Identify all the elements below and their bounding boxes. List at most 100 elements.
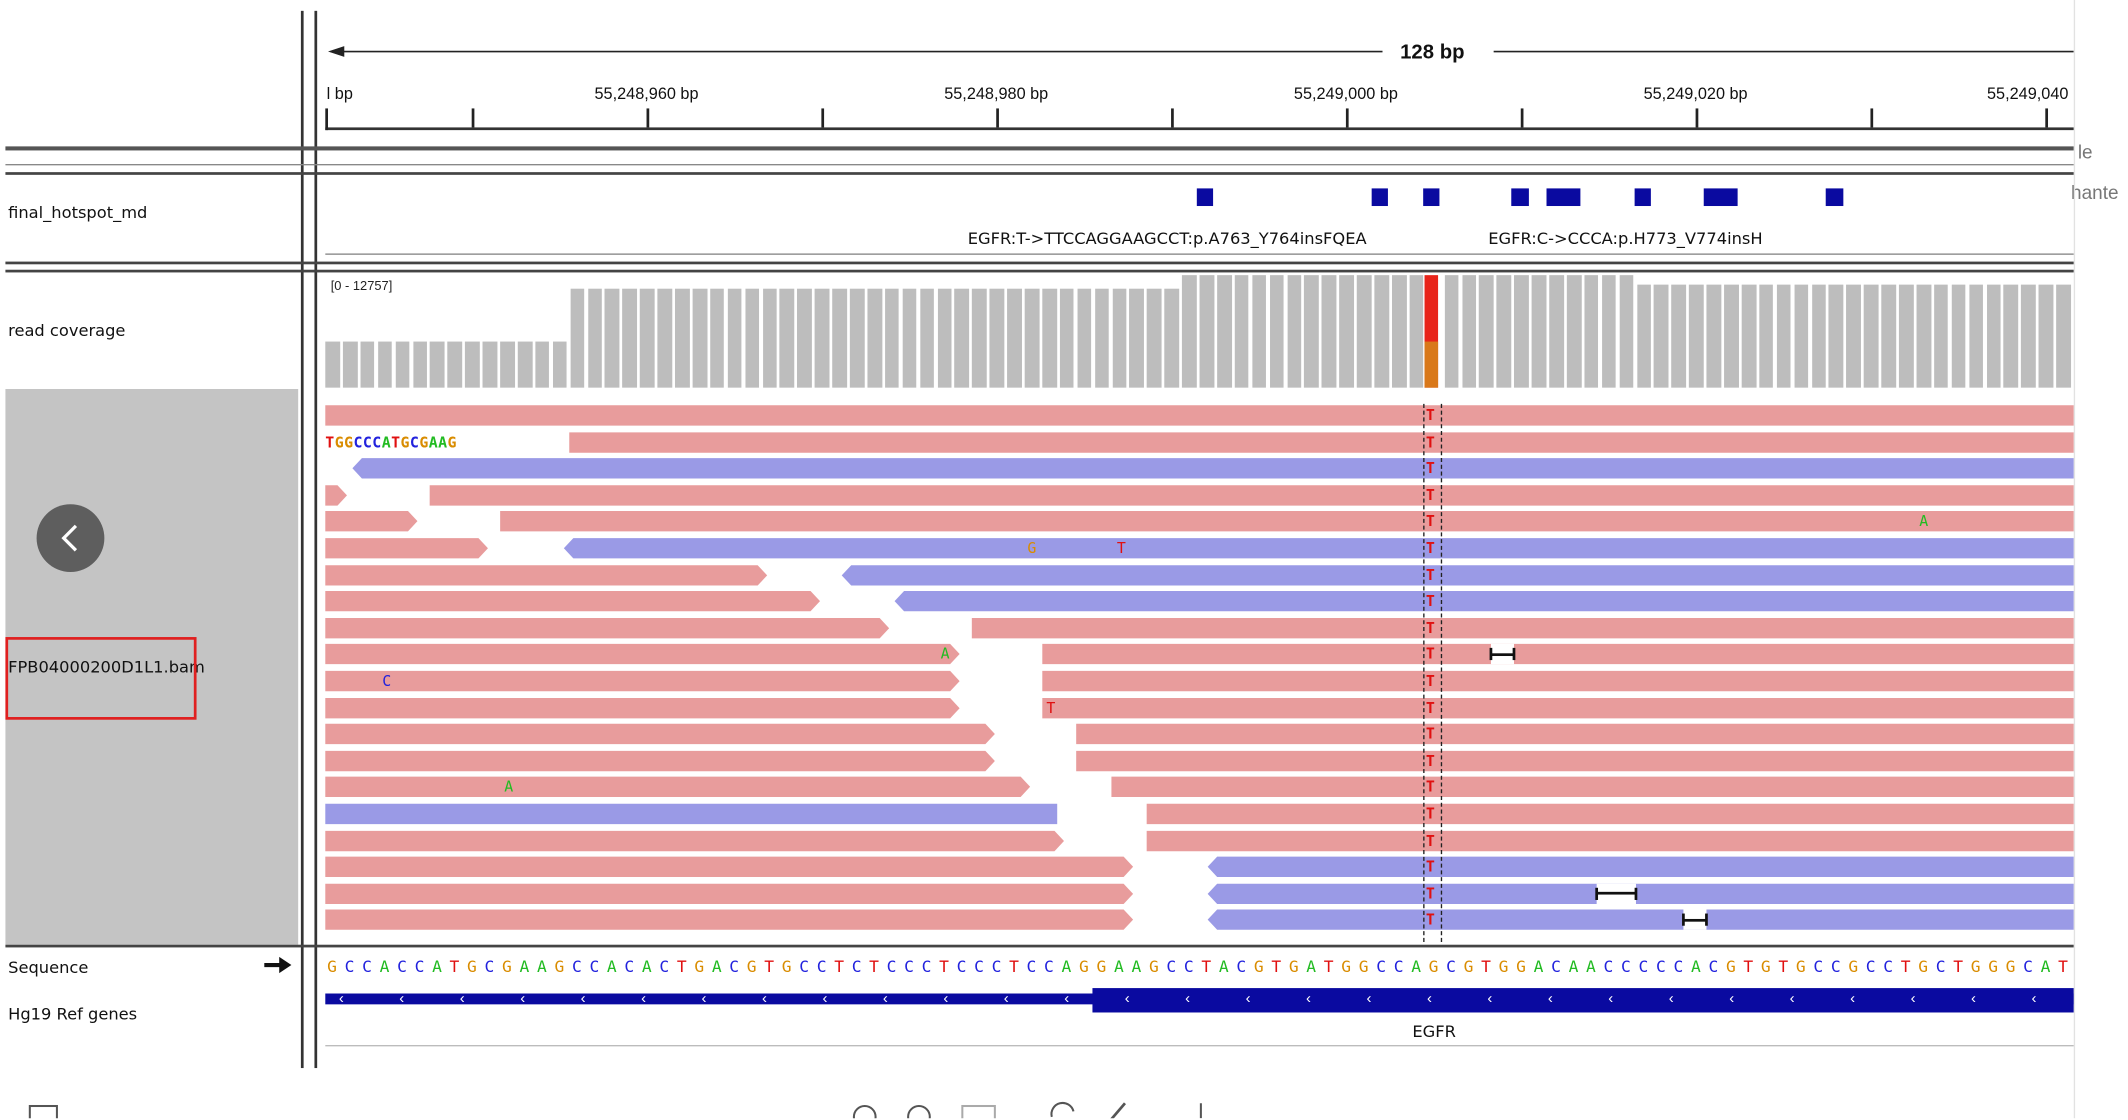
sequence-base: T <box>1271 956 1282 976</box>
hotspot-feature[interactable] <box>1546 188 1581 207</box>
forward-read[interactable] <box>1042 644 2074 665</box>
variant-base: T <box>1425 486 1435 504</box>
forward-read[interactable] <box>429 484 2074 506</box>
coverage-bar <box>1933 284 1949 388</box>
hotspot-feature[interactable] <box>1371 188 1388 207</box>
sequence-base: T <box>869 956 879 976</box>
gene-strand-arrow: ‹ <box>1729 990 1735 1008</box>
sequence-base: C <box>851 956 862 976</box>
forward-read[interactable] <box>325 617 890 639</box>
gene-strand-arrow: ‹ <box>580 990 586 1008</box>
coverage-bar <box>1077 288 1092 388</box>
forward-read[interactable] <box>1042 670 2074 692</box>
forward-read[interactable] <box>569 431 2074 453</box>
variant-base: T <box>1425 672 1435 690</box>
sequence-base: C <box>991 956 1002 976</box>
sequence-base: T <box>1778 956 1789 976</box>
sequence-base: A <box>606 956 617 976</box>
hotspot-feature[interactable] <box>1825 188 1844 207</box>
reverse-read[interactable] <box>841 564 2074 585</box>
toolbar-refresh-icon[interactable] <box>1052 1103 1074 1118</box>
forward-read[interactable] <box>325 697 960 718</box>
track-name-genes[interactable]: Hg19 Ref genes <box>8 1004 138 1024</box>
coverage-bar <box>1059 288 1075 388</box>
hotspot-feature[interactable] <box>1423 188 1440 207</box>
gene-exon[interactable] <box>1092 988 2074 1013</box>
coverage-bar <box>1951 284 1966 388</box>
reverse-read[interactable] <box>352 458 2074 479</box>
reverse-read[interactable] <box>1207 856 2074 878</box>
sequence-base: C <box>1044 956 1054 976</box>
coverage-bar <box>1636 284 1652 388</box>
toolbar-info-icon[interactable] <box>854 1103 876 1118</box>
toolbar-window-icon[interactable] <box>30 1103 57 1118</box>
toolbar-pencil-icon[interactable] <box>1109 1103 1128 1118</box>
forward-read[interactable] <box>500 511 2074 532</box>
coverage-histogram[interactable] <box>324 274 2072 388</box>
gene-strand-arrow: ‹ <box>459 990 465 1008</box>
coverage-bar <box>849 288 865 388</box>
forward-read[interactable] <box>971 617 2074 639</box>
forward-read[interactable] <box>325 883 1134 904</box>
coverage-bar <box>709 288 725 388</box>
forward-read[interactable] <box>1076 724 2074 745</box>
reverse-read[interactable] <box>563 538 2074 559</box>
reverse-read[interactable] <box>894 591 2074 612</box>
forward-read[interactable] <box>325 670 960 692</box>
forward-read[interactable] <box>325 591 821 612</box>
toolbar-fit-icon[interactable] <box>962 1103 995 1118</box>
forward-read[interactable] <box>325 910 1134 931</box>
coverage-top-divider-b <box>5 269 2074 273</box>
forward-read[interactable] <box>325 856 1134 878</box>
track-name-hotspot[interactable]: final_hotspot_md <box>8 203 148 223</box>
ruler-axis[interactable] <box>325 108 2074 135</box>
hotspot-feature[interactable] <box>1511 188 1529 207</box>
coverage-bar <box>902 288 917 388</box>
hotspot-feature[interactable] <box>1634 188 1651 207</box>
sequence-base: A <box>641 956 652 976</box>
sequence-base: T <box>1900 956 1911 976</box>
track-name-alignment[interactable]: FPB04000200D1L1.bam <box>8 657 205 677</box>
forward-read[interactable] <box>325 830 1064 851</box>
forward-read[interactable] <box>325 484 347 506</box>
forward-read[interactable] <box>1042 697 2074 718</box>
forward-read[interactable] <box>325 777 1031 798</box>
ruler-tick-label-3: 55,249,000 bp <box>1293 84 1398 104</box>
name-panel-divider[interactable] <box>300 10 304 1069</box>
forward-read[interactable] <box>325 644 960 665</box>
forward-read[interactable] <box>325 405 2074 426</box>
forward-read[interactable] <box>1146 830 2074 851</box>
reverse-read[interactable] <box>1207 883 2074 904</box>
sequence-base: A <box>711 956 722 976</box>
sequence-base: C <box>1551 956 1561 976</box>
coverage-bar <box>622 288 638 388</box>
forward-read[interactable] <box>325 564 768 585</box>
strand-arrow-icon[interactable] <box>263 956 293 982</box>
toolbar-zoom-out-icon[interactable] <box>908 1103 930 1118</box>
hotspot-feature[interactable] <box>1703 188 1738 207</box>
forward-read[interactable] <box>1076 750 2074 771</box>
track-name-coverage[interactable]: read coverage <box>8 321 126 341</box>
forward-read[interactable] <box>325 724 995 745</box>
coverage-bar <box>1619 275 1634 388</box>
coverage-bar <box>640 288 655 388</box>
forward-read[interactable] <box>325 511 418 532</box>
back-button[interactable] <box>36 504 105 572</box>
hotspot-feature[interactable] <box>1196 188 1214 207</box>
sequence-base: C <box>1603 956 1614 976</box>
coverage-bar <box>1496 275 1512 388</box>
sequence-base: C <box>974 956 984 976</box>
coverage-bar <box>867 288 882 388</box>
reverse-read[interactable] <box>325 803 1058 825</box>
forward-read[interactable] <box>1111 777 2074 798</box>
coverage-bar <box>972 288 987 388</box>
gene-strand-arrow: ‹ <box>1185 990 1191 1008</box>
track-name-sequence[interactable]: Sequence <box>8 958 89 978</box>
forward-read[interactable] <box>325 750 995 771</box>
reverse-read[interactable] <box>1207 910 2074 931</box>
forward-read[interactable] <box>1146 803 2074 825</box>
forward-read[interactable] <box>325 538 488 559</box>
sequence-base: G <box>1988 956 1999 976</box>
gene-strand-arrow: ‹ <box>1608 990 1614 1008</box>
